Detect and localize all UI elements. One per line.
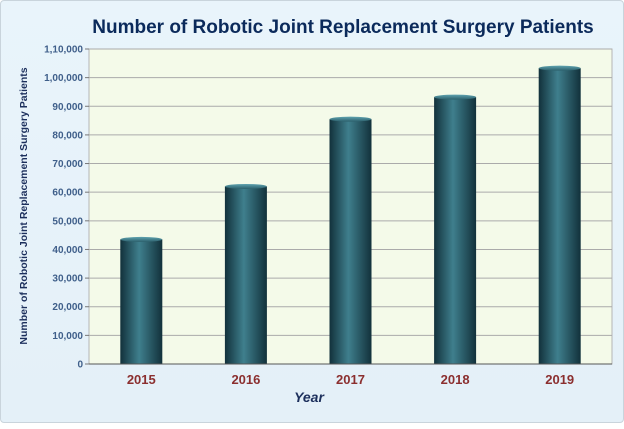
bar — [120, 239, 163, 364]
bar-2019 — [538, 65, 581, 364]
y-axis-label: Number of Robotic Joint Replacement Surg… — [18, 67, 30, 344]
bar — [538, 68, 581, 364]
y-tick-label: 90,000 — [52, 102, 83, 113]
x-tick-label: 2017 — [336, 372, 365, 387]
y-tick-label: 0 — [77, 360, 83, 371]
bar-2016 — [224, 183, 267, 364]
y-tick-label: 1,00,000 — [44, 73, 83, 84]
bar-top — [329, 116, 372, 122]
y-tick-label: 1,10,000 — [44, 45, 83, 56]
x-tick-label: 2019 — [545, 372, 574, 387]
y-tick-label: 60,000 — [52, 188, 83, 199]
bar-2015 — [120, 236, 163, 364]
y-axis-ticks: 0 10,000 20,000 30,000 40,000 50,000 60,000 70,… — [44, 45, 89, 371]
y-tick-label: 70,000 — [52, 159, 83, 170]
bar-2018 — [434, 94, 477, 364]
bar — [224, 186, 267, 364]
bar — [434, 97, 477, 364]
grid-lines — [89, 48, 612, 336]
bar-top — [120, 236, 163, 242]
x-axis-label: Year — [294, 389, 325, 405]
x-tick-label: 2016 — [231, 372, 260, 387]
chart-title: Number of Robotic Joint Replacement Surg… — [92, 17, 593, 38]
y-tick-label: 20,000 — [52, 302, 83, 313]
y-tick-label: 10,000 — [52, 331, 83, 342]
x-tick-label: 2018 — [441, 372, 470, 387]
bar-top — [224, 183, 267, 189]
y-tick-label: 30,000 — [52, 274, 83, 285]
x-tick-label: 2015 — [127, 372, 156, 387]
y-tick-label: 50,000 — [52, 216, 83, 227]
y-tick-label: 40,000 — [52, 245, 83, 256]
bars — [120, 65, 581, 364]
bar-2017 — [329, 116, 372, 364]
bar-top — [538, 65, 581, 71]
bar — [329, 119, 372, 364]
y-tick-label: 80,000 — [52, 130, 83, 141]
bar-top — [434, 94, 477, 100]
x-axis-ticks: 2015 2016 2017 2018 2019 — [127, 372, 574, 387]
